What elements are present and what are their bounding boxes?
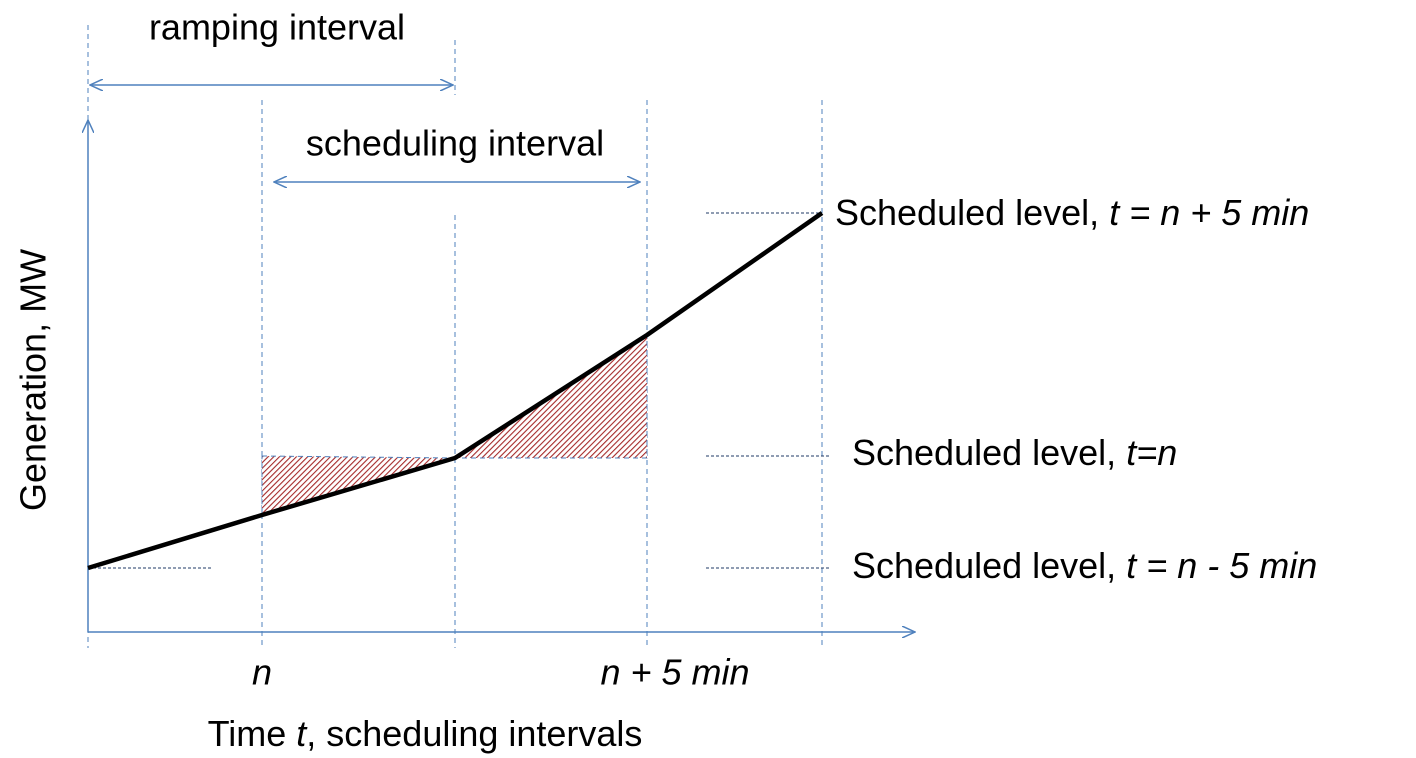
x-tick-label: n + 5 min [600,652,749,693]
level-label: Scheduled level, t=n [852,432,1177,473]
level-text: Scheduled level, [852,432,1126,473]
ramping-interval-label: ramping interval [149,7,405,48]
x-axis-label-part: t [296,713,308,754]
level-label: Scheduled level, t = n - 5 min [852,545,1317,586]
x-tick-label: n [252,652,272,693]
level-time: t = n - 5 min [1126,545,1317,586]
x-axis-label-part: Time [208,713,297,754]
generation-line [87,211,824,571]
axes [88,85,915,632]
x-axis-label-part: , scheduling intervals [306,713,642,754]
scheduling-interval-label: scheduling interval [306,123,604,164]
level-time: t=n [1126,432,1177,473]
y-axis-label: Generation, MW [13,249,54,511]
level-label: Scheduled level, t = n + 5 min [835,192,1309,233]
x-axis-label: Time t, scheduling intervals [208,713,643,754]
level-text: Scheduled level, [835,192,1109,233]
guides [87,25,830,648]
level-time: t = n + 5 min [1109,192,1309,233]
level-text: Scheduled level, [852,545,1126,586]
